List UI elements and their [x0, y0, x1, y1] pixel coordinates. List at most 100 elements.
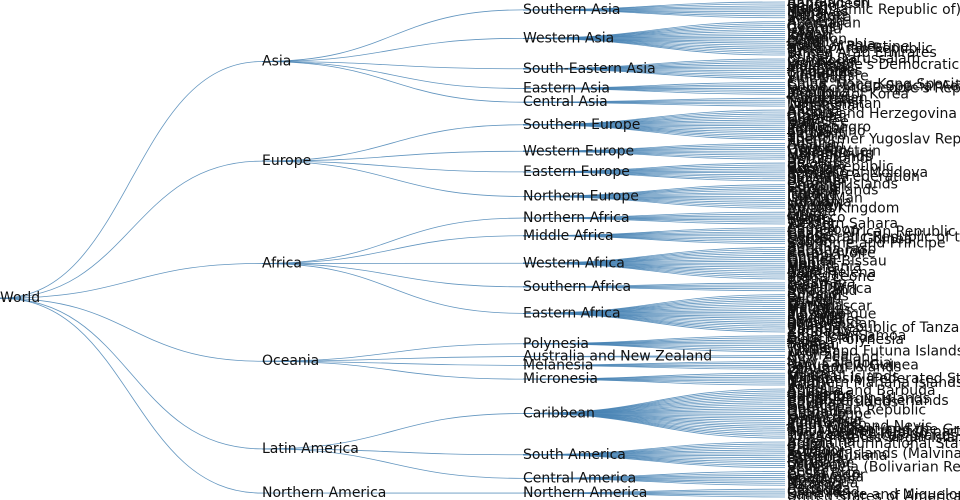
leaf-label: Oman [787, 33, 829, 49]
leaf-label: Botswana [787, 275, 855, 291]
leaf-label: United Kingdom [787, 200, 899, 216]
leaf-label: Yemen [786, 47, 833, 63]
leaf-label: Philippines [787, 63, 862, 79]
leaf-label: Venezuela (Bolivarian Republic of) [787, 460, 960, 476]
subregion-label: Caribbean [523, 406, 595, 422]
leaf-label: Swaziland [787, 283, 857, 299]
link [261, 235, 524, 264]
subregion-label: Southern Asia [523, 2, 620, 18]
link [522, 68, 786, 80]
leaf-label: Portugal [787, 122, 845, 138]
link [261, 160, 524, 197]
leaf-label: The former Yugoslav Republic of Macedoni… [786, 132, 960, 148]
link [522, 171, 786, 182]
link [522, 413, 786, 439]
leaf-label: Canada [787, 483, 840, 499]
leaf-label: Vanuatu [787, 361, 845, 377]
link [522, 364, 786, 370]
leaf-label: Malawi [787, 300, 835, 316]
leaf-label: Panama [787, 477, 843, 493]
leaf-label: Uzbekistan [787, 98, 864, 114]
leaf-label: Morocco [787, 210, 846, 226]
leaf-label: South Sudan [787, 316, 876, 332]
leaf-label: Spain [787, 130, 826, 146]
leaf-label: Mozambique [787, 306, 876, 322]
link [0, 297, 263, 450]
leaf-label: French Guiana [787, 448, 888, 464]
link [522, 150, 786, 160]
leaf-label: Sri Lanka [787, 10, 852, 26]
link [522, 9, 786, 19]
link [522, 124, 786, 140]
leaf-label: Sierra Leone [787, 269, 875, 285]
leaf-label: Thailand [786, 67, 847, 83]
leaf-label: New Caledonia [787, 355, 892, 371]
leaf-label: Grenada [787, 405, 847, 421]
leaf-label: Guinea-Bissau [787, 253, 887, 269]
leaf-label: Senegal [787, 267, 843, 283]
leaf-label: Argentina [787, 434, 855, 450]
subregion-label: Southern Africa [523, 279, 631, 295]
leaf-label: United States of America [787, 489, 960, 500]
subregion-label: Melanesia [523, 357, 593, 373]
leaf-label: Wallis and Futuna Islands [787, 344, 960, 360]
leaf-label: Cayman Islands [787, 395, 898, 411]
leaf-label: Czech Republic [787, 159, 894, 175]
link [522, 196, 786, 209]
leaf-label: Paraguay [787, 452, 852, 468]
leaf-label: Fiji [787, 353, 806, 369]
leaf-label: Netherlands [787, 149, 872, 165]
leaf-label: Brazil [787, 438, 826, 454]
leaf-label: Israel [787, 25, 825, 41]
leaf-label: Lao People's Democratic Republic [787, 57, 960, 73]
leaf-label: Qatar [787, 35, 827, 51]
leaf-label: Zimbabwe [787, 324, 861, 340]
leaf-label: Bosnia and Herzegovina [787, 106, 957, 122]
leaf-label: French Polynesia [787, 332, 904, 348]
subregion-label: South-Eastern Asia [523, 61, 656, 77]
leaf-label: Chad [787, 226, 823, 242]
leaf-label: Colombia [787, 442, 853, 458]
leaf-label: Haiti [787, 408, 819, 424]
leaf-label: Angola [787, 220, 835, 236]
leaf-label: Afghanistan [787, 0, 870, 10]
leaf-label: Viet Nam [787, 71, 851, 87]
leaf-label: Caribbean Netherlands [787, 393, 949, 409]
leaf-label: Réunion [787, 308, 844, 324]
subregion-label: Northern Europe [523, 188, 639, 204]
leaf-label: Saint Lucia [787, 420, 864, 436]
region-label: Europe [262, 153, 311, 169]
leaf-label: Bulgaria [787, 157, 845, 173]
leaf-label: Jamaica [786, 410, 842, 426]
leaf-label: Nauru [787, 373, 830, 389]
leaf-label: Greece [787, 112, 837, 128]
leaf-label: Barbados [787, 389, 853, 405]
leaf-label: Bermuda [787, 481, 851, 497]
leaf-label: Hungary [787, 161, 847, 177]
leaf-label: Democratic People's Republic of Korea [787, 80, 960, 96]
region-label: Oceania [262, 353, 319, 369]
leaf-label: Germany [787, 141, 851, 157]
leaf-label: Ireland [787, 188, 835, 204]
leaf-label: United Republic of Tanzania [787, 320, 960, 336]
link [261, 217, 524, 264]
link [522, 343, 786, 353]
region-label: Latin America [262, 441, 359, 457]
link [261, 413, 524, 450]
leaf-label: Finland [787, 185, 837, 201]
leaf-label: France [787, 139, 834, 155]
leaf-label: Seychelles [787, 312, 862, 328]
leaf-label: Bolivia (Plurinational State of) [787, 436, 960, 452]
leaf-label: Tokelau [786, 338, 839, 354]
leaf-label: Solomon Islands [787, 359, 901, 375]
subregion-label: Eastern Africa [523, 305, 621, 321]
link [261, 448, 524, 479]
leaf-label: Palau [787, 377, 825, 393]
leaf-label: Congo [787, 228, 832, 244]
leaf-label: Monaco [787, 147, 841, 163]
subregion-label: Polynesia [523, 336, 589, 352]
link [0, 263, 263, 299]
leaf-label: Brunei Darussalam [787, 51, 920, 67]
